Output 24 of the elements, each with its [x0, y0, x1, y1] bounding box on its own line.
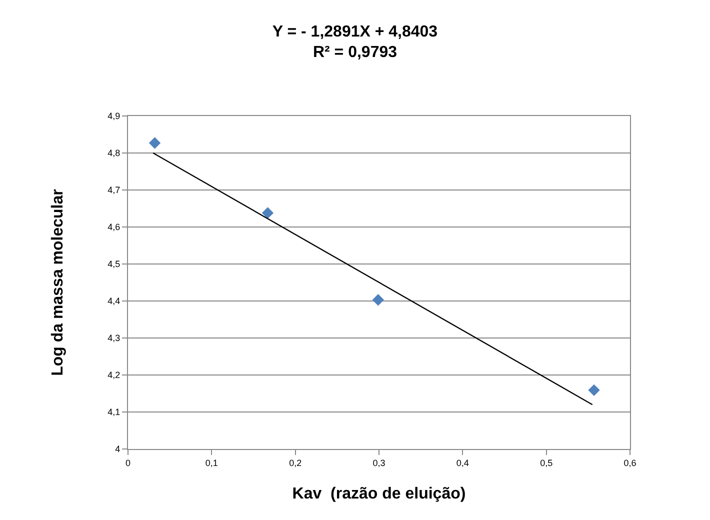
y-tick-label: 4,9 — [108, 111, 120, 122]
x-tick-label: 0,2 — [289, 458, 302, 468]
x-tick-label: 0,5 — [540, 458, 553, 468]
point — [262, 207, 274, 219]
point — [588, 384, 600, 396]
point — [148, 137, 161, 149]
x-tick-label: 0,1 — [205, 458, 218, 468]
y-tick-label: 4,8 — [108, 148, 120, 158]
chart-title: Y = - 1,2891X + 4,8403 R² = 0,9793 — [272, 23, 438, 62]
y-tick-label: 4,7 — [108, 185, 120, 196]
y-tick-label: 4,5 — [108, 259, 120, 270]
x-tick-label: 0,4 — [456, 458, 469, 468]
y-tick-label: 4,3 — [108, 333, 120, 344]
x-tick-label: 0 — [125, 458, 131, 468]
y-tick-label: 4 — [115, 444, 120, 454]
y-tick-label: 4,6 — [108, 222, 120, 232]
point — [372, 294, 384, 306]
y-tick-label: 4,1 — [108, 407, 120, 418]
y-tick-label: 4,4 — [108, 296, 120, 306]
y-tick-label: 4,2 — [108, 370, 120, 380]
x-tick-label: 0,3 — [372, 458, 386, 468]
y-axis-title: Log da massa molecular — [50, 189, 67, 376]
x-axis-title: Kav (razão de eluição) — [292, 486, 466, 502]
x-tick-label: 0,6 — [624, 458, 636, 468]
